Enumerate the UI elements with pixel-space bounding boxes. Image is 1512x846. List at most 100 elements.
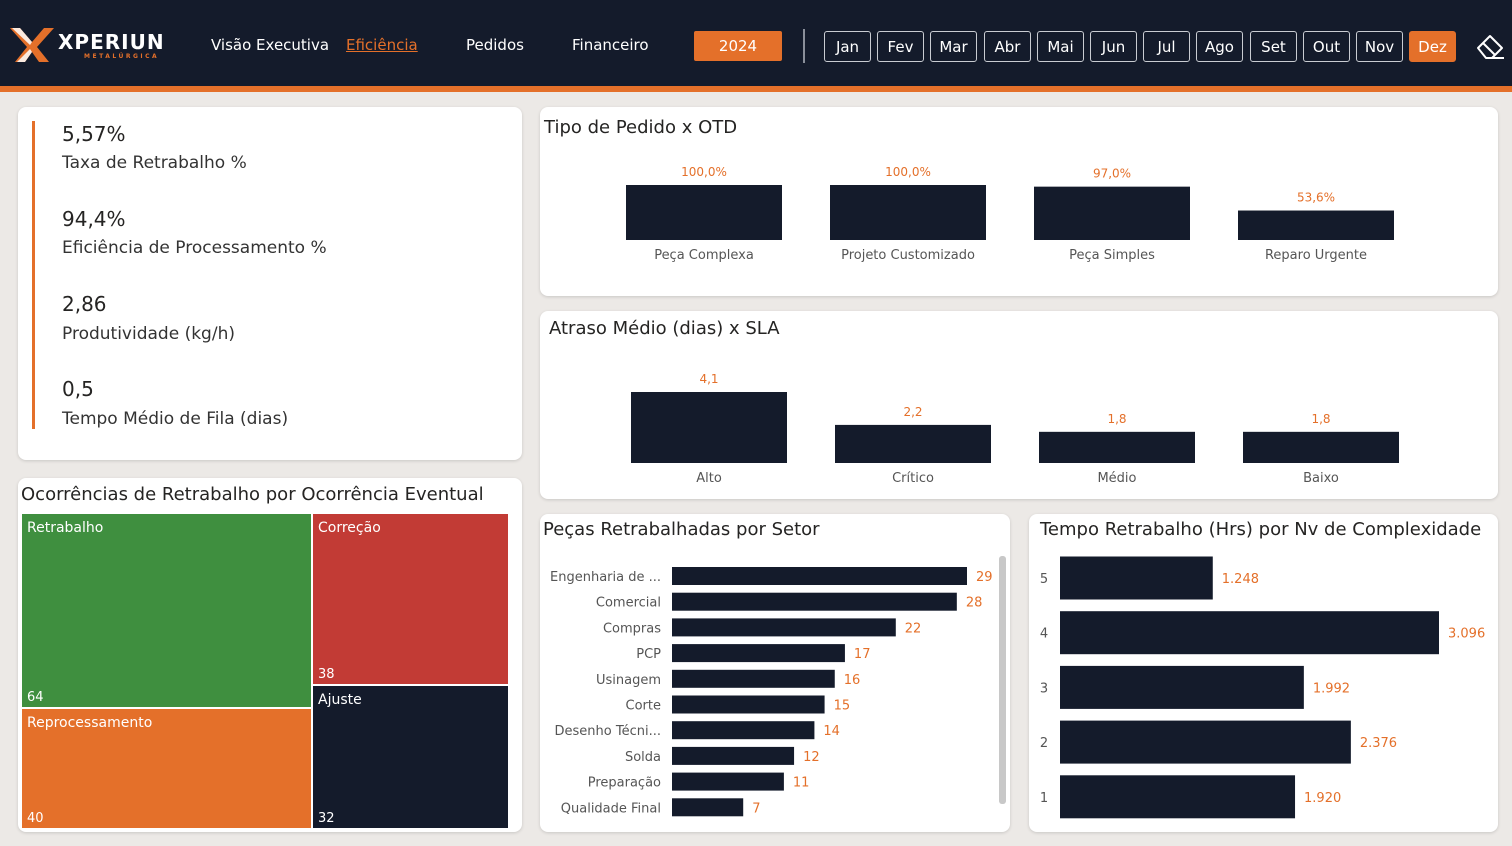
category-label-4: 1 [1040, 791, 1048, 806]
treemap-cell-ajuste[interactable]: Ajuste 32 [313, 686, 508, 828]
eraser-icon[interactable] [1474, 30, 1506, 62]
bar-2[interactable] [1034, 186, 1190, 240]
bar-7[interactable] [672, 746, 795, 765]
category-label-3: PCP [636, 647, 661, 662]
bar-2[interactable] [1039, 431, 1195, 463]
bar-0[interactable] [631, 392, 787, 463]
treemap-label: Reprocessamento [27, 715, 153, 731]
bar-0[interactable] [1060, 556, 1213, 600]
nav-eficiencia[interactable]: Eficiência [346, 36, 418, 54]
kpi-label-taxa-retrabalho: Taxa de Retrabalho % [62, 153, 247, 173]
treemap-card: Ocorrências de Retrabalho por Ocorrência… [18, 478, 522, 832]
kpi-value-taxa-retrabalho: 5,57% [62, 122, 126, 146]
kpi-value-eficiencia: 94,4% [62, 207, 126, 231]
category-label-2: 3 [1040, 681, 1048, 696]
data-label-0: 1.248 [1222, 572, 1259, 587]
treemap-label: Ajuste [318, 692, 362, 708]
month-button-fev[interactable]: Fev [877, 31, 924, 62]
scrollbar-thumb[interactable] [999, 556, 1006, 804]
data-label-1: 3.096 [1448, 627, 1485, 642]
sla-chart: 4,1 Alto 2,2 Crítico 1,8 Médio 1,8 Baixo [631, 372, 1399, 486]
treemap-cell-correcao[interactable]: Correção 38 [313, 514, 508, 684]
bar-3[interactable] [1060, 720, 1351, 764]
data-label-3: 2.376 [1360, 736, 1397, 751]
sector-chart-scrollbar[interactable] [999, 556, 1006, 804]
data-label-0: 4,1 [699, 372, 718, 386]
bar-8[interactable] [672, 772, 784, 791]
treemap-cell-retrabalho[interactable]: Retrabalho 64 [22, 514, 311, 707]
bar-5[interactable] [672, 695, 825, 714]
kpi-card: 5,57% Taxa de Retrabalho % 94,4% Eficiên… [18, 107, 522, 460]
treemap-cell-reprocessamento[interactable]: Reprocessamento 40 [22, 709, 311, 828]
sla-chart-title: Atraso Médio (dias) x SLA [549, 318, 780, 339]
nav-pedidos[interactable]: Pedidos [466, 36, 524, 54]
category-label-3: Baixo [1303, 471, 1339, 486]
month-button-jul[interactable]: Jul [1143, 31, 1190, 62]
complexity-chart: 5 1.248 4 3.096 3 1.992 2 2.376 1 1.920 [1040, 556, 1485, 819]
top-header: XPERIUN METALÚRGICA Visão Executiva Efic… [0, 0, 1512, 86]
category-label-0: Alto [696, 471, 722, 486]
month-button-mai[interactable]: Mai [1037, 31, 1084, 62]
month-button-ago[interactable]: Ago [1196, 31, 1243, 62]
year-filter-button[interactable]: 2024 [694, 31, 782, 61]
nav-financeiro[interactable]: Financeiro [572, 36, 649, 54]
bar-1[interactable] [1060, 611, 1439, 655]
bar-0[interactable] [626, 185, 782, 240]
category-label-1: Projeto Customizado [841, 248, 975, 263]
kpi-accent-bar [32, 121, 35, 429]
month-button-jan[interactable]: Jan [824, 31, 871, 62]
kpi-label-produtividade: Produtividade (kg/h) [62, 324, 235, 344]
bar-0[interactable] [672, 567, 967, 585]
data-label-1: 28 [966, 596, 983, 611]
treemap-value: 40 [27, 811, 44, 826]
category-label-0: Peça Complexa [654, 248, 754, 263]
data-label-3: 17 [854, 647, 871, 662]
data-label-8: 11 [793, 776, 810, 791]
category-label-5: Corte [626, 699, 661, 714]
bar-2[interactable] [1060, 665, 1304, 709]
brand-name: XPERIUN [58, 30, 165, 54]
otd-chart: 100,0% Peça Complexa 100,0% Projeto Customi… [626, 165, 1394, 263]
month-button-set[interactable]: Set [1250, 31, 1297, 62]
category-label-4: Usinagem [596, 673, 661, 688]
bar-4[interactable] [1060, 775, 1296, 819]
month-button-jun[interactable]: Jun [1090, 31, 1137, 62]
bar-3[interactable] [1243, 431, 1399, 463]
bar-2[interactable] [672, 618, 896, 637]
data-label-0: 29 [976, 570, 993, 585]
month-button-dez[interactable]: Dez [1409, 31, 1456, 62]
sla-chart-card: Atraso Médio (dias) x SLA 4,1 Alto 2,2 Crít… [540, 311, 1498, 499]
bar-3[interactable] [1238, 210, 1394, 240]
category-label-2: Compras [603, 621, 661, 636]
bar-3[interactable] [672, 644, 845, 663]
header-accent-bar [0, 86, 1512, 92]
data-label-9: 7 [752, 801, 760, 816]
category-label-1: Crítico [892, 471, 934, 486]
data-label-2: 97,0% [1093, 167, 1131, 181]
bar-1[interactable] [835, 424, 991, 463]
category-label-2: Peça Simples [1069, 248, 1155, 263]
data-label-4: 1.920 [1304, 791, 1341, 806]
month-button-nov[interactable]: Nov [1356, 31, 1403, 62]
nav-visao-executiva[interactable]: Visão Executiva [211, 36, 330, 54]
month-button-mar[interactable]: Mar [930, 31, 977, 62]
category-label-1: 4 [1040, 627, 1048, 642]
complexity-chart-card: Tempo Retrabalho (Hrs) por Nv de Complex… [1029, 514, 1498, 832]
sector-chart: Engenharia de ... 29 Comercial 28 Compras 22 P… [550, 567, 993, 817]
brand-subtitle: METALÚRGICA [84, 53, 160, 60]
logo-x-icon [10, 28, 54, 62]
month-button-abr[interactable]: Abr [984, 31, 1031, 62]
header-divider [803, 29, 805, 63]
bar-9[interactable] [672, 798, 744, 817]
bar-1[interactable] [672, 592, 957, 611]
category-label-3: 2 [1040, 736, 1048, 751]
treemap-title: Ocorrências de Retrabalho por Ocorrência… [21, 484, 484, 505]
data-label-4: 16 [844, 673, 861, 688]
treemap-value: 38 [318, 667, 335, 682]
data-label-5: 15 [834, 699, 851, 714]
bar-1[interactable] [830, 185, 986, 240]
bar-4[interactable] [672, 669, 835, 688]
bar-6[interactable] [672, 721, 815, 740]
month-button-out[interactable]: Out [1303, 31, 1350, 62]
otd-chart-card: Tipo de Pedido x OTD 100,0% Peça Complexa… [540, 107, 1498, 296]
